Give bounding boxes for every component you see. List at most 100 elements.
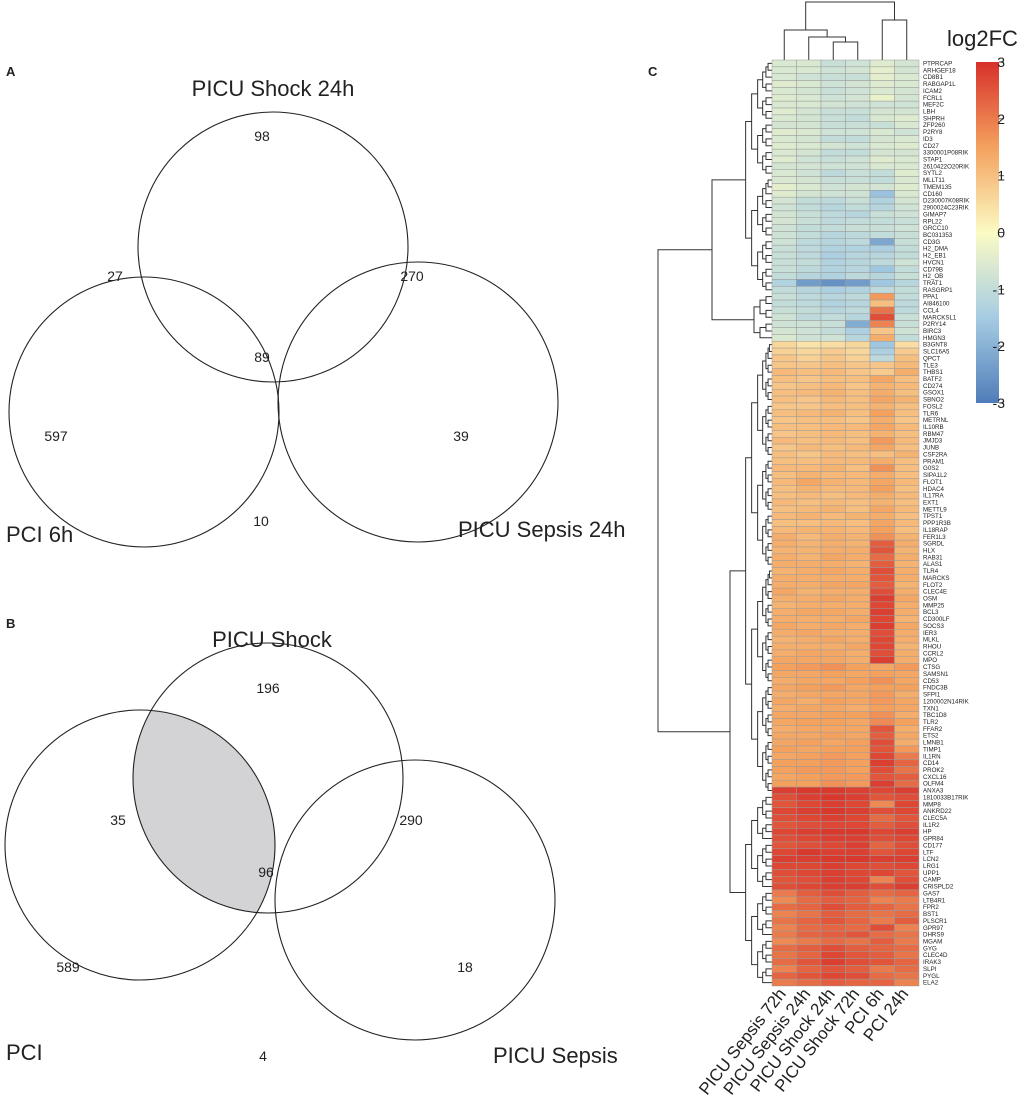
- heatmap-cell: [869, 793, 895, 802]
- heatmap-cell: [796, 430, 822, 438]
- heatmap-cell: [796, 917, 822, 925]
- row-label: METTL9: [923, 506, 947, 513]
- heatmap-cell: [894, 711, 920, 719]
- row-dendrogram-link: [767, 573, 772, 586]
- heatmap-cell: [894, 512, 920, 520]
- heatmap-cell: [845, 155, 871, 164]
- heatmap-cell: [845, 402, 871, 411]
- row-label: H2_OB: [923, 273, 943, 280]
- heatmap-cell: [845, 327, 871, 335]
- row-dendrogram-link: [751, 93, 758, 150]
- heatmap-cell: [845, 759, 871, 767]
- row-label: 1200002N14RIK: [923, 698, 970, 705]
- heatmap-cell: [771, 142, 797, 150]
- heatmap-cell: [894, 807, 920, 815]
- heatmap-cell: [820, 196, 846, 205]
- row-dendrogram-link: [765, 519, 769, 534]
- heatmap-cell: [845, 862, 871, 870]
- heatmap-cell: [796, 66, 822, 74]
- heatmap-cell: [820, 279, 846, 287]
- heatmap-cell: [845, 800, 871, 808]
- heatmap-cell: [869, 443, 895, 452]
- heatmap-cell: [796, 498, 822, 507]
- heatmap-cell: [869, 677, 895, 685]
- heatmap-cell: [869, 937, 895, 946]
- heatmap-cell: [796, 59, 822, 68]
- heatmap-cell: [845, 224, 871, 232]
- heatmap-cell: [894, 100, 920, 109]
- row-dendrogram-link: [753, 306, 760, 334]
- heatmap-cell: [894, 121, 920, 129]
- heatmap-cell: [820, 951, 846, 959]
- heatmap-grid: [771, 59, 920, 987]
- heatmap-cell: [869, 519, 895, 527]
- heatmap-cell: [771, 581, 797, 589]
- heatmap-cell: [869, 704, 895, 712]
- heatmap-cell: [771, 430, 797, 438]
- heatmap-cell: [845, 841, 871, 850]
- heatmap-cell: [796, 279, 822, 287]
- row-label: BC031353: [923, 232, 953, 239]
- heatmap-cell: [869, 827, 895, 836]
- row-label: PLSCR1: [923, 918, 948, 925]
- heatmap-cell: [820, 155, 846, 164]
- heatmap-cell: [894, 59, 920, 68]
- heatmap-cell: [894, 471, 920, 479]
- heatmap-cell: [845, 594, 871, 603]
- row-dendrogram-link: [767, 364, 772, 373]
- heatmap-cell: [845, 361, 871, 369]
- heatmap-cell: [845, 608, 871, 616]
- heatmap-cell: [771, 862, 797, 870]
- heatmap-cell: [845, 731, 871, 740]
- heatmap-cell: [845, 190, 871, 198]
- heatmap-cell: [894, 361, 920, 369]
- row-label: IRAK3: [923, 959, 941, 966]
- row-label: ELA2: [923, 980, 939, 987]
- heatmap-cell: [771, 827, 797, 836]
- heatmap-cell: [796, 663, 822, 671]
- heatmap-cell: [820, 635, 846, 644]
- heatmap-cell: [869, 238, 895, 246]
- heatmap-cell: [771, 944, 797, 952]
- row-label: SGRDL: [923, 541, 945, 548]
- row-dendrogram-link: [765, 872, 772, 881]
- heatmap-cell: [820, 629, 846, 637]
- heatmap-cell: [771, 457, 797, 465]
- heatmap-cell: [820, 437, 846, 445]
- row-label: CXCL16: [923, 774, 947, 781]
- heatmap-cell: [771, 320, 797, 328]
- heatmap-cell: [869, 848, 895, 856]
- heatmap-cell: [845, 457, 871, 465]
- heatmap-cell: [845, 395, 871, 404]
- heatmap-cell: [796, 649, 822, 658]
- legend-ticks: 3 2 1 0 -1 -2 -3: [993, 54, 1006, 411]
- heatmap-cell: [771, 965, 797, 973]
- heatmap-cell: [845, 725, 871, 733]
- heatmap-cell: [845, 87, 871, 95]
- heatmap-cell: [796, 972, 822, 980]
- heatmap-cell: [845, 677, 871, 685]
- heatmap-cell: [820, 725, 846, 733]
- row-dendrogram-link: [765, 954, 772, 963]
- heatmap-cell: [820, 368, 846, 376]
- row-label: SLC16A5: [923, 349, 950, 356]
- heatmap-cell: [771, 533, 797, 541]
- heatmap-cell: [845, 546, 871, 555]
- heatmap-cell: [771, 622, 797, 630]
- row-dendrogram-link: [765, 381, 769, 397]
- heatmap-cell: [796, 183, 822, 191]
- row-label: PRAM1: [923, 458, 945, 465]
- heatmap-cell: [894, 951, 920, 959]
- heatmap-cell: [869, 683, 895, 692]
- heatmap-cell: [820, 677, 846, 685]
- heatmap-cell: [869, 402, 895, 411]
- heatmap-cell: [796, 443, 822, 452]
- heatmap-cell: [845, 286, 871, 294]
- heatmap-cell: [820, 80, 846, 88]
- heatmap-cell: [894, 217, 920, 225]
- row-label: LRG1: [923, 863, 940, 870]
- heatmap-cell: [771, 224, 797, 232]
- row-label: 2610422O20RIK: [923, 163, 970, 170]
- heatmap-cell: [796, 368, 822, 376]
- legend-tick-label: -2: [993, 338, 1006, 354]
